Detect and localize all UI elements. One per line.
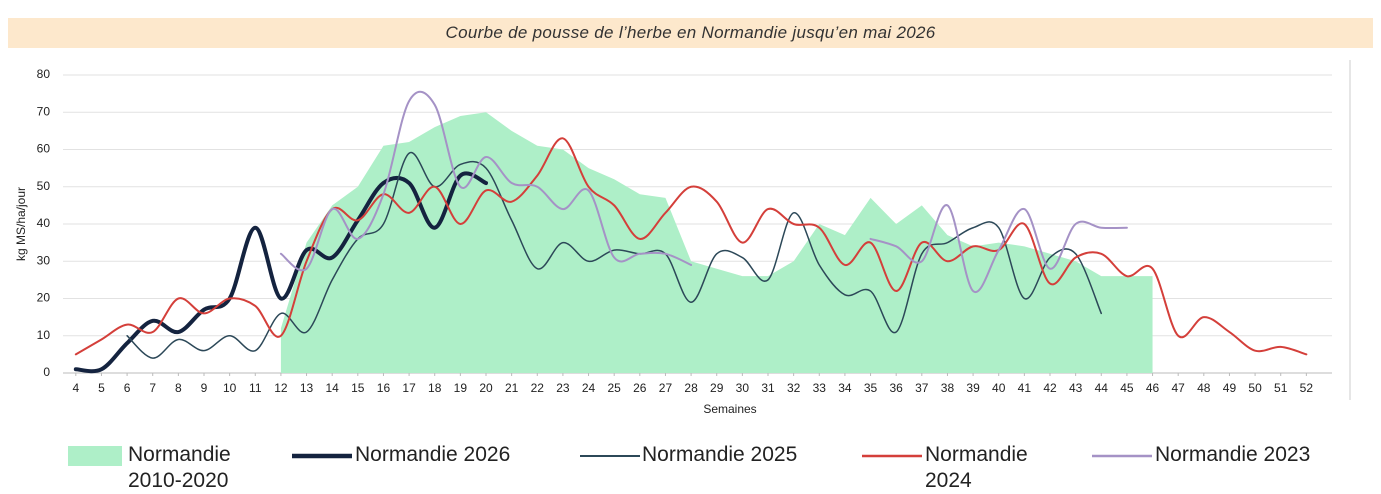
x-tick-label: 38 (941, 381, 955, 395)
x-tick-label: 48 (1197, 381, 1211, 395)
legend-swatch (68, 446, 122, 466)
x-tick-label: 18 (428, 381, 442, 395)
x-tick-label: 8 (175, 381, 182, 395)
x-tick-label: 35 (864, 381, 878, 395)
line (126, 152, 1103, 359)
x-tick-label: 11 (249, 381, 262, 395)
legend-swatch (1092, 454, 1152, 458)
x-axis-label: Semaines (703, 402, 756, 416)
x-tick-label: 46 (1146, 381, 1160, 395)
legend-label: Normandie 2026 (355, 443, 511, 466)
x-tick-label: 27 (659, 381, 673, 395)
x-tick-label: 42 (1043, 381, 1057, 395)
legend-label: Normandie 2024 (925, 443, 1028, 492)
line (73, 171, 488, 374)
x-tick-label: 14 (326, 381, 340, 395)
y-tick-label: 40 (37, 216, 51, 230)
chart: Semaines kg MS/ha/jour 0 10 20 30 40 50 60 70 80… (14, 60, 1351, 416)
y-axis-label: kg MS/ha/jour (14, 187, 28, 261)
x-tick-label: 21 (505, 381, 519, 395)
line (279, 90, 693, 272)
x-tick-label: 10 (223, 381, 237, 395)
x-tick-label: 17 (402, 381, 416, 395)
legend-label: Normandie 2010-2020 (128, 443, 231, 492)
y-tick-label: 70 (37, 104, 51, 118)
x-tick-label: 24 (582, 381, 596, 395)
x-tick-label: 49 (1223, 381, 1237, 395)
legend-label: Normandie 2025 (642, 443, 798, 466)
x-tick-label: 26 (633, 381, 647, 395)
x-tick-label: 50 (1248, 381, 1262, 395)
x-tick-label: 29 (710, 381, 724, 395)
x-tick-label: 44 (1095, 381, 1109, 395)
y-tick-label: 60 (37, 142, 51, 156)
x-tick-label: 32 (787, 381, 801, 395)
x-tick-label: 6 (124, 381, 131, 395)
y-tick-label: 30 (37, 253, 51, 267)
line (74, 137, 1308, 356)
legend-swatch (862, 454, 922, 458)
x-tick-label: 5 (98, 381, 105, 395)
chart-title: Courbe de pousse de l’herbe en Normandie… (8, 18, 1373, 48)
x-tick-label: 7 (149, 381, 156, 395)
y-tick-label: 50 (37, 179, 51, 193)
x-tick-label: 16 (377, 381, 391, 395)
x-tick-label: 23 (556, 381, 570, 395)
x-tick-label: 20 (479, 381, 493, 395)
x-tick-label: 39 (966, 381, 980, 395)
x-tick-label: 45 (1120, 381, 1134, 395)
legend-swatch-fill (68, 446, 122, 466)
legend-label: Normandie 2023 (1155, 443, 1311, 466)
legend-swatch (292, 453, 352, 459)
x-tick-label: 30 (736, 381, 750, 395)
x-tick-label: 33 (813, 381, 827, 395)
x-tick-label: 19 (454, 381, 468, 395)
x-tick-label: 37 (915, 381, 929, 395)
legend-swatch (580, 455, 640, 457)
y-tick-label: 80 (37, 67, 51, 81)
x-tick-label: 36 (890, 381, 904, 395)
y-tick-label: 10 (37, 328, 51, 342)
x-tick-label: 40 (992, 381, 1006, 395)
x-tick-label: 28 (684, 381, 698, 395)
y-tick-label: 20 (37, 291, 51, 305)
x-tick-label: 43 (1069, 381, 1083, 395)
x-tick-label: 12 (274, 381, 288, 395)
x-tick-label: 52 (1300, 381, 1314, 395)
x-tick-label: 31 (761, 381, 775, 395)
x-tick-label: 9 (201, 381, 208, 395)
y-tick-label: 0 (43, 365, 50, 379)
x-tick-label: 41 (1018, 381, 1032, 395)
x-tick-label: 15 (351, 381, 365, 395)
x-tick-label: 34 (838, 381, 852, 395)
line (869, 204, 1128, 293)
x-tick-label: 4 (72, 381, 79, 395)
x-tick-label: 47 (1172, 381, 1186, 395)
x-tick-label: 22 (531, 381, 545, 395)
area (280, 112, 1153, 373)
x-tick-label: 51 (1274, 381, 1288, 395)
x-tick-label: 25 (608, 381, 622, 395)
x-tick-label: 13 (300, 381, 314, 395)
